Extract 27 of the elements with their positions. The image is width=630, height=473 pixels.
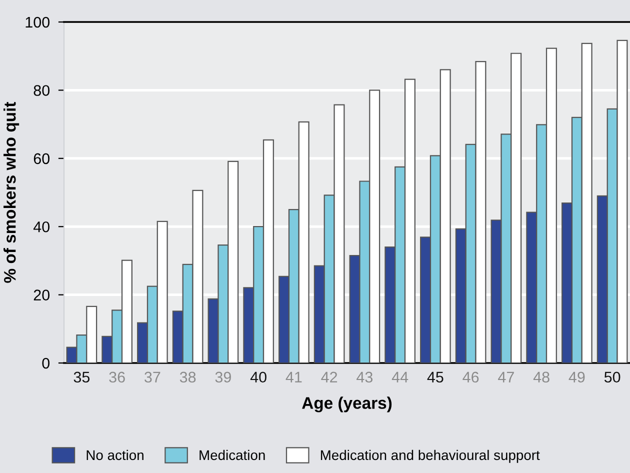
x-tick-label: 45	[427, 372, 444, 383]
x-tick-label: 43	[356, 372, 373, 383]
y-axis-title: % of smokers who quit	[4, 102, 20, 283]
x-tick-label: 49	[568, 372, 585, 383]
x-axis-title: Age (years)	[302, 396, 392, 412]
x-tick-label: 44	[392, 372, 408, 382]
y-tick-label: 80	[34, 85, 50, 96]
legend-label: No action	[86, 450, 144, 460]
x-tick-label: 46	[462, 372, 479, 383]
x-tick-label: 36	[109, 372, 125, 383]
y-tick-label: 100	[26, 16, 50, 28]
x-tick-label: 47	[498, 372, 514, 382]
x-tick-label: 35	[74, 372, 90, 383]
x-tick-label: 39	[215, 372, 231, 383]
legend-label: Medication and behavioural support	[320, 450, 540, 463]
x-tick-label: 48	[533, 372, 550, 383]
x-tick-label: 41	[286, 372, 302, 382]
y-tick-label: 0	[42, 358, 50, 369]
y-tick-label: 40	[33, 221, 50, 232]
y-tick-label: 20	[34, 290, 50, 300]
x-tick-label: 38	[180, 372, 196, 383]
x-tick-label: 50	[604, 372, 620, 383]
x-tick-label: 42	[321, 372, 338, 382]
x-tick-label: 40	[250, 372, 266, 383]
x-tick-label: 37	[144, 372, 160, 383]
legend-label: Medication	[200, 450, 265, 460]
y-tick-label: 60	[34, 153, 50, 164]
